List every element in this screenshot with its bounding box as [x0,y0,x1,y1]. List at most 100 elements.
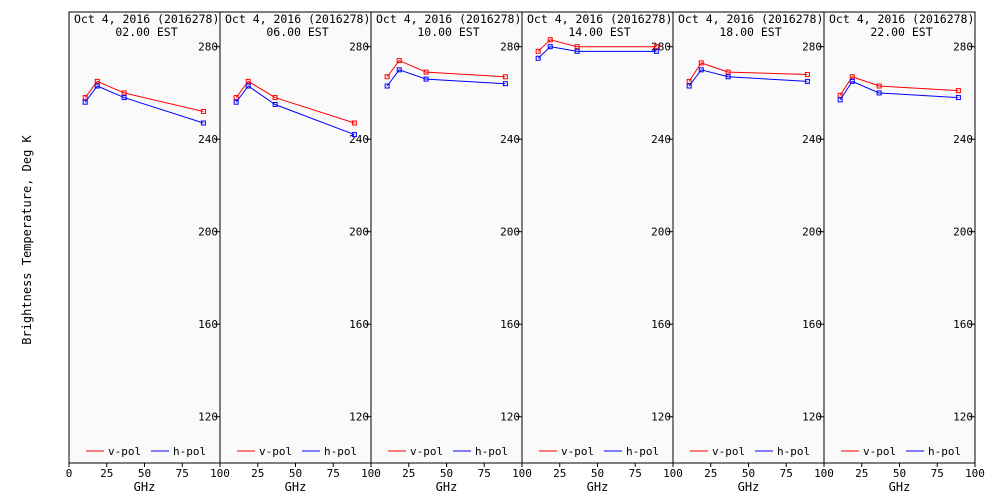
data-point-marker [686,78,692,84]
x-tick-label: 25 [100,467,113,480]
data-point-marker [535,48,541,54]
panel-subtitle: 10.00 EST [417,25,479,39]
data-point-marker [121,90,127,96]
y-tick-label: 120 [953,411,973,424]
data-point-marker [547,37,553,43]
panel-1: Oct 4, 2016 (2016278)02.00 EST 120 160 200 2… [66,11,230,494]
y-tick-label: 160 [802,318,822,331]
x-tick-label: 0 [66,467,73,480]
x-tick-label: 25 [704,467,717,480]
y-axis-label: Brightness Temperature, Deg K [20,134,34,344]
series-line-v-pol [839,76,959,96]
data-point-marker [384,74,390,80]
y-tick-label: 280 [651,41,671,54]
panel-title: Oct 4, 2016 (2016278) [74,12,219,26]
data-point-marker [94,78,100,84]
data-point-marker [837,97,843,103]
x-tick-label: 100 [663,467,683,480]
y-tick-label: 200 [198,226,218,239]
data-point-marker [574,48,580,54]
x-tick-label: 75 [629,467,642,480]
y-tick-label: 120 [500,411,520,424]
y-tick-label: 160 [953,318,973,331]
data-point-marker [653,48,659,54]
panel-title: Oct 4, 2016 (2016278) [225,12,370,26]
x-tick-label: 50 [591,467,604,480]
x-tick-label: 50 [289,467,302,480]
data-point-marker [200,120,206,126]
data-point-marker [876,83,882,89]
data-point-marker [849,74,855,80]
data-point-marker [804,78,810,84]
series-line-v-pol [235,80,355,124]
y-tick-label: 240 [802,133,822,146]
data-point-marker [384,83,390,89]
data-point-marker [423,69,429,75]
legend-label-v-pol: v-pol [410,445,443,458]
panels-group: Oct 4, 2016 (2016278)02.00 EST1201602002… [66,11,985,494]
data-point-marker [698,60,704,66]
data-point-marker [423,76,429,82]
series-line-h-pol [84,85,204,124]
panel-title: Oct 4, 2016 (2016278) [527,12,672,26]
data-point-marker [849,78,855,84]
legend-label-v-pol: v-pol [108,445,141,458]
x-axis-label: GHz [134,480,156,494]
data-point-marker [574,44,580,50]
data-point-marker [955,88,961,94]
x-axis-label: GHz [436,480,458,494]
plot-area [370,11,523,464]
panel-title: Oct 4, 2016 (2016278) [376,12,521,26]
y-tick-label: 120 [349,411,369,424]
x-tick-label: 50 [440,467,453,480]
data-point-marker [876,90,882,96]
x-axis-label: GHz [738,480,760,494]
data-point-marker [351,132,357,138]
y-tick-label: 120 [651,411,671,424]
series-line-v-pol [84,80,204,112]
panel-subtitle: 22.00 EST [870,25,932,39]
data-point-marker [535,55,541,61]
y-tick-label: 280 [953,41,973,54]
x-axis-label: GHz [285,480,307,494]
y-tick-label: 160 [349,318,369,331]
x-tick-label: 50 [742,467,755,480]
plot-area [672,11,825,464]
data-point-marker [245,78,251,84]
plot-area [68,11,221,464]
x-tick-label: 75 [176,467,189,480]
series-line-h-pol [688,69,808,87]
legend-label-h-pol: h-pol [324,445,357,458]
y-tick-label: 200 [802,226,822,239]
y-tick-label: 200 [953,226,973,239]
x-tick-label: 50 [893,467,906,480]
panel-subtitle: 18.00 EST [719,25,781,39]
data-point-marker [502,74,508,80]
data-point-marker [502,81,508,87]
x-axis-label: GHz [587,480,609,494]
data-point-marker [725,74,731,80]
legend-label-h-pol: h-pol [173,445,206,458]
y-tick-label: 120 [802,411,822,424]
legend-label-v-pol: v-pol [259,445,292,458]
x-tick-label: 100 [965,467,985,480]
data-point-marker [837,92,843,98]
y-tick-label: 200 [651,226,671,239]
y-tick-label: 280 [802,41,822,54]
series-line-v-pol [386,59,506,78]
series-line-h-pol [235,85,355,136]
legend-label-v-pol: v-pol [561,445,594,458]
panel-title: Oct 4, 2016 (2016278) [678,12,823,26]
x-tick-label: 50 [138,467,151,480]
legend-label-h-pol: h-pol [777,445,810,458]
x-tick-label: 75 [478,467,491,480]
y-tick-label: 280 [500,41,520,54]
data-point-marker [245,83,251,89]
series-line-h-pol [839,80,959,101]
legend-label-v-pol: v-pol [712,445,745,458]
data-point-marker [351,120,357,126]
data-point-marker [82,95,88,101]
data-point-marker [955,95,961,101]
data-point-marker [804,71,810,77]
